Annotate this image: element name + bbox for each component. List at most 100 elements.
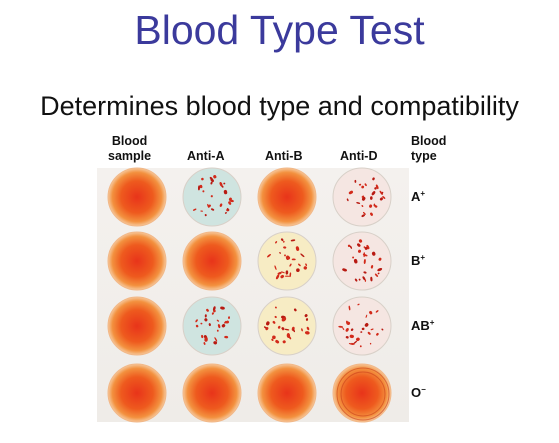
agglutination-clump	[381, 191, 384, 195]
agglutination-clump	[263, 326, 267, 329]
agglutination-clump	[226, 320, 229, 324]
blood-type-letter: O	[411, 385, 422, 400]
agglutination-clump	[227, 316, 231, 319]
agglutination-clump	[304, 314, 308, 318]
agglutination-clump	[374, 205, 378, 208]
agglutination-clump	[207, 203, 210, 208]
agglutination-clump	[300, 253, 305, 258]
agglutination-clump	[219, 182, 223, 187]
page-title: Blood Type Test	[134, 7, 425, 53]
agglutination-clump	[353, 258, 358, 264]
rh-factor: +	[420, 253, 426, 262]
agglutination-clump	[375, 310, 379, 313]
agglutination-clump	[204, 337, 208, 342]
agglutination-clump	[370, 276, 373, 282]
agglutination-clump	[371, 191, 376, 196]
well-circle	[332, 363, 392, 423]
column-header-anti-d: Anti-D	[340, 149, 378, 163]
agglutination-clump	[304, 331, 310, 335]
agglutination-clump	[351, 342, 355, 345]
agglutination-clump	[274, 265, 277, 270]
agglutination-clump	[354, 278, 358, 282]
agglutination-clump	[295, 246, 300, 251]
agglutination-clump	[361, 214, 365, 218]
agglutination-clump	[338, 325, 344, 328]
agglutination-clump	[223, 182, 226, 185]
agglutination-clump	[362, 276, 366, 281]
agglutination-clump	[212, 306, 216, 311]
well-circle	[257, 363, 317, 423]
agglutination-clump	[377, 267, 383, 272]
agglutination-clump	[358, 183, 362, 186]
test-well	[107, 167, 167, 227]
agglutination-clump	[369, 196, 373, 200]
agglutination-clump	[349, 334, 354, 339]
test-well	[107, 363, 167, 423]
test-well	[107, 231, 167, 291]
well-ring	[340, 371, 386, 417]
agglutination-clump	[363, 246, 366, 248]
agglutination-clump	[226, 207, 229, 211]
agglutination-clump	[281, 317, 287, 322]
agglutination-clump	[213, 341, 218, 345]
agglutination-clump	[367, 331, 371, 335]
agglutination-clump	[306, 326, 310, 331]
agglutination-clump	[365, 314, 368, 318]
agglutination-clump	[220, 306, 225, 310]
agglutination-clump	[271, 338, 274, 341]
agglutination-clump	[362, 253, 368, 257]
agglutination-clump	[224, 212, 227, 214]
agglutination-clump	[361, 195, 365, 198]
test-well	[257, 363, 317, 423]
agglutination-clump	[362, 211, 366, 215]
agglutination-clump	[361, 327, 365, 331]
agglutination-clump	[358, 239, 363, 243]
agglutination-clump	[349, 245, 353, 249]
agglutination-clump	[279, 252, 282, 254]
well-circle	[107, 363, 167, 423]
test-well	[332, 296, 392, 356]
blood-type-label: O−	[411, 385, 426, 401]
blood-type-label: A+	[411, 189, 425, 205]
agglutination-clump	[284, 328, 290, 331]
agglutination-clump	[291, 258, 296, 261]
agglutination-clump	[296, 268, 300, 273]
agglutination-clump	[290, 239, 296, 242]
column-header-anti-b: Anti-B	[265, 149, 303, 163]
agglutination-clump	[201, 177, 204, 181]
column-header-anti-a: Anti-A	[187, 149, 225, 163]
agglutination-clump	[363, 259, 366, 264]
agglutination-clump	[345, 336, 349, 339]
agglutination-clump	[353, 340, 358, 345]
agglutination-clump	[356, 202, 361, 204]
agglutination-clump	[354, 179, 357, 183]
rh-factor: +	[429, 318, 435, 327]
test-well	[107, 296, 167, 356]
agglutination-clump	[301, 328, 303, 332]
agglutination-clump	[208, 323, 211, 327]
agglutination-clump	[274, 315, 277, 319]
agglutination-clump	[203, 342, 206, 345]
agglutination-clump	[293, 308, 297, 312]
agglutination-clump	[293, 329, 295, 333]
test-well	[332, 167, 392, 227]
agglutination-clump	[377, 272, 380, 275]
rh-factor: −	[421, 385, 426, 394]
agglutination-clump	[282, 340, 286, 344]
test-well	[332, 231, 392, 291]
agglutination-clump	[350, 328, 354, 331]
agglutination-clump	[202, 190, 205, 193]
agglutination-clump	[379, 197, 383, 201]
agglutination-clump	[199, 184, 203, 189]
agglutination-clump	[272, 335, 276, 340]
agglutination-clump	[277, 271, 282, 275]
agglutination-clump	[298, 263, 301, 267]
agglutination-clump	[361, 205, 364, 207]
test-well	[257, 167, 317, 227]
well-circle	[332, 296, 392, 356]
agglutination-clump	[348, 343, 354, 345]
agglutination-clump	[206, 308, 209, 312]
agglutination-clump	[342, 327, 345, 331]
agglutination-clump	[357, 249, 362, 253]
blood-type-letter: AB	[411, 318, 430, 333]
